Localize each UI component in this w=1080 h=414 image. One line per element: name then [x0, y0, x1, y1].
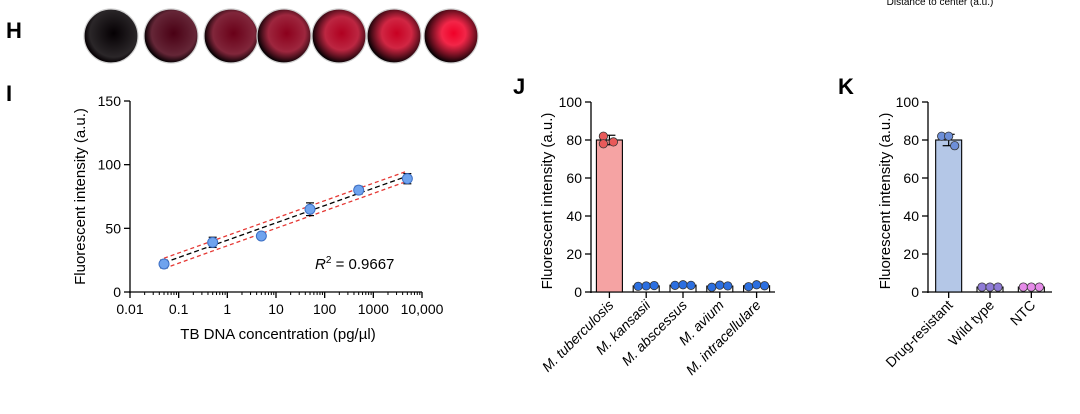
x-tick-label: 0.01: [116, 301, 143, 317]
well-3: [203, 8, 259, 64]
y-tick-label: 100: [559, 94, 583, 110]
category-label: Wild type: [945, 297, 997, 349]
x-tick-label: 1000: [358, 301, 389, 317]
y-tick-label: 20: [566, 246, 582, 262]
x-tick-label: 1: [223, 301, 231, 317]
data-point: [304, 203, 316, 215]
panel-k-letter: K: [838, 74, 854, 99]
replicate-point: [977, 282, 987, 292]
replicate-point: [950, 141, 960, 151]
y-tick-label: 60: [903, 170, 919, 186]
replicate-point: [678, 280, 688, 290]
data-point: [158, 258, 170, 270]
y-tick-label: 40: [903, 208, 919, 224]
replicate-point: [985, 282, 995, 292]
panel-h-letter: H: [6, 18, 22, 43]
y-tick-label: 150: [98, 93, 122, 109]
replicate-point: [1034, 282, 1044, 292]
y-tick-label: 0: [911, 284, 919, 300]
y-axis-title: Fluorescent intensity (a.u.): [72, 108, 89, 285]
wells-row: [83, 8, 479, 64]
replicate-point: [633, 281, 643, 291]
category-label: NTC: [1007, 297, 1039, 329]
y-tick-label: 50: [105, 220, 121, 236]
replicate-point: [649, 280, 659, 291]
replicate-point: [1026, 282, 1036, 292]
well-4: [256, 8, 312, 64]
bar: [935, 139, 963, 293]
replicate-point: [723, 281, 733, 291]
ci-lower-line: [163, 180, 408, 270]
y-tick-label: 60: [566, 170, 582, 186]
replicate-point: [1018, 282, 1028, 292]
replicate-point: [686, 280, 696, 290]
well-1: [83, 8, 139, 64]
data-point: [255, 230, 267, 242]
panel-i-letter: I: [6, 81, 12, 106]
top-caption: Distance to center (a.u.): [887, 0, 994, 8]
x-tick-label: 0.1: [169, 301, 189, 317]
replicate-point: [715, 280, 725, 290]
replicate-point: [670, 280, 680, 290]
y-tick-label: 100: [896, 94, 920, 110]
ci-upper-line: [163, 170, 408, 259]
data-point: [207, 236, 219, 248]
replicate-point: [759, 281, 770, 291]
data-point: [401, 173, 413, 185]
y-tick-label: 0: [113, 284, 121, 300]
x-tick-label: 10,000: [401, 301, 444, 317]
x-axis-title: TB DNA concentration (pg/µl): [180, 326, 375, 343]
replicate-point: [598, 131, 609, 141]
category-label: Drug-resistant: [882, 297, 956, 371]
y-tick-label: 80: [566, 132, 582, 148]
bar: [595, 139, 623, 293]
well-6: [366, 8, 422, 64]
replicate-point: [944, 131, 954, 141]
replicate-point: [598, 139, 609, 149]
y-axis-title: Fluorescent intensity (a.u.): [877, 113, 894, 290]
replicate-point: [641, 281, 651, 291]
replicate-point: [993, 282, 1003, 292]
x-tick-label: 10: [268, 301, 284, 317]
replicate-point: [743, 282, 754, 292]
well-5: [311, 8, 367, 64]
replicate-point: [608, 137, 619, 147]
data-point: [353, 184, 365, 196]
chart-i: 0 50 100 150 0.01 0.1 1 10 100 1000 10,000 TB DNA c…: [72, 93, 444, 343]
y-tick-label: 20: [903, 246, 919, 262]
y-tick-label: 80: [903, 132, 919, 148]
y-tick-label: 40: [566, 208, 582, 224]
well-2: [143, 8, 199, 64]
fit-line: [163, 175, 408, 264]
panel-j-letter: J: [513, 74, 525, 99]
replicate-point: [707, 282, 717, 292]
y-tick-label: 0: [574, 284, 582, 300]
r2-annotation: R2 = 0.9667: [315, 255, 394, 273]
y-axis-title: Fluorescent intensity (a.u.): [539, 113, 556, 290]
well-7: [423, 8, 479, 64]
x-tick-label: 100: [313, 301, 337, 317]
y-tick-label: 100: [98, 157, 122, 173]
replicate-point: [751, 280, 762, 290]
